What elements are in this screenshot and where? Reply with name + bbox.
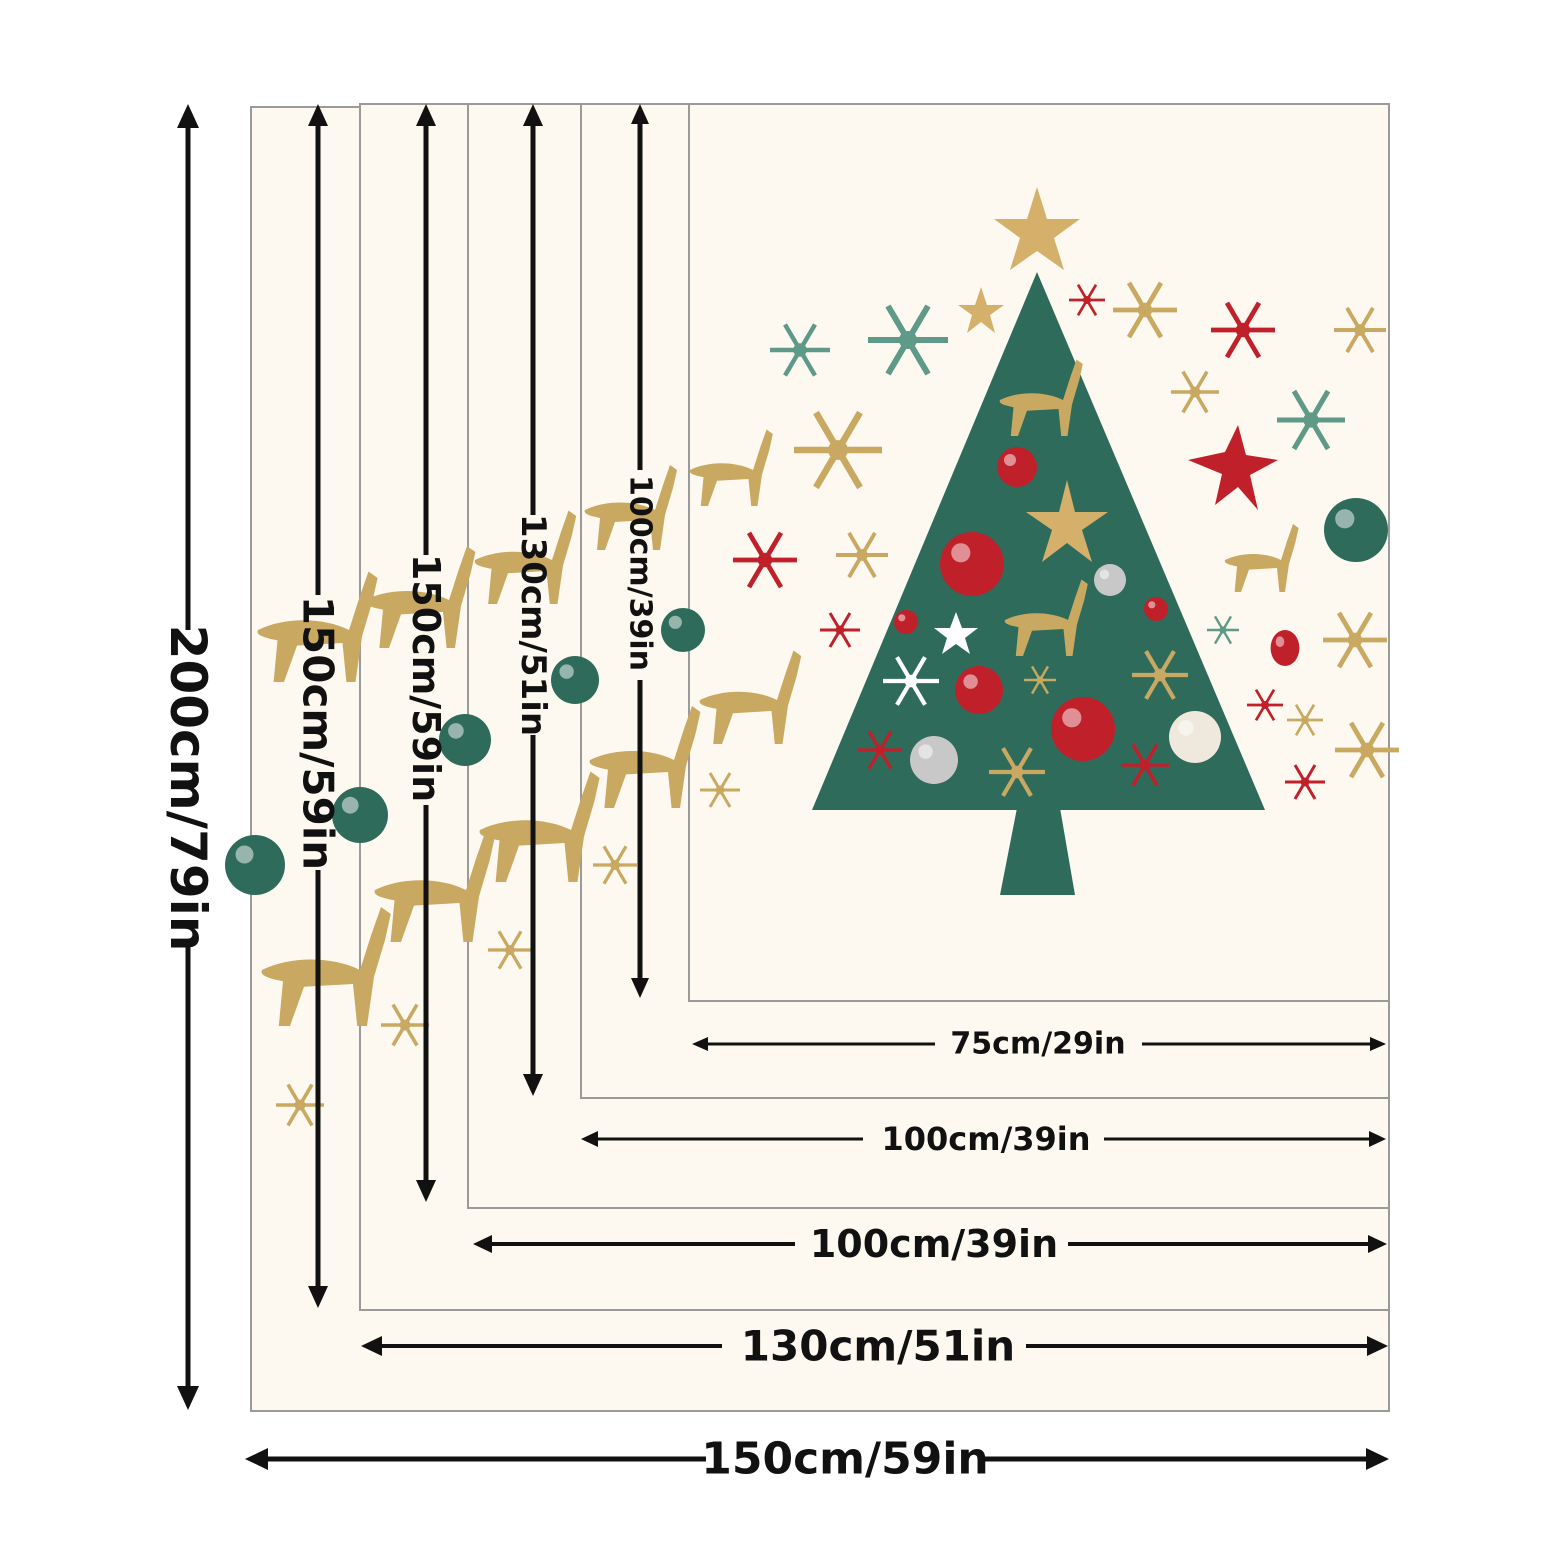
height-label-130: 130cm/51in [513,513,553,737]
width-label-130: 130cm/51in [740,1321,1016,1371]
height-label-200: 200cm/79in [159,624,217,952]
height-label-150-b: 150cm/59in [404,553,448,803]
height-label-100: 100cm/39in [622,474,658,672]
width-label-150: 150cm/59in [701,1433,989,1485]
height-label-150-a: 150cm/59in [293,595,343,871]
panel-75x100 [688,103,1390,1002]
width-label-100-b: 100cm/39in [809,1222,1059,1266]
width-label-75: 75cm/29in [950,1026,1126,1062]
width-label-100-a: 100cm/39in [881,1120,1091,1158]
